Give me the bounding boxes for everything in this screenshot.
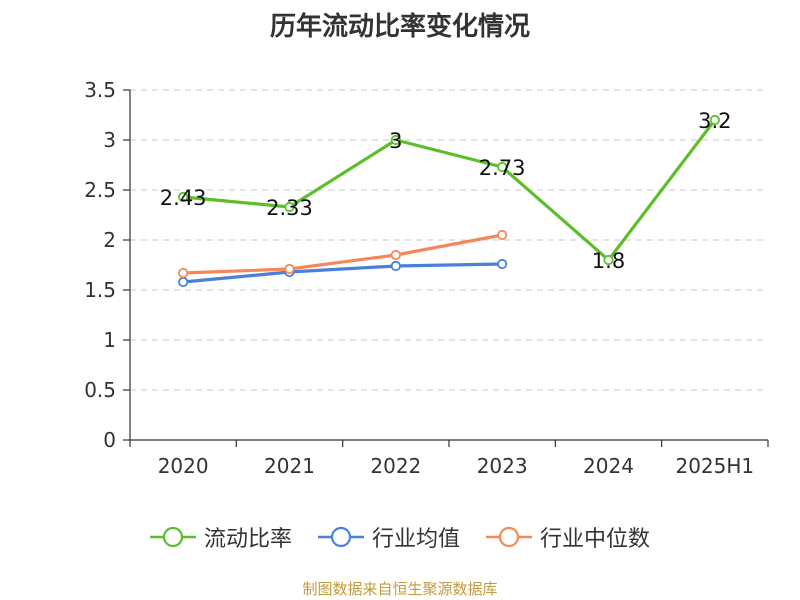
series-layer [178, 114, 720, 288]
series-line-1 [181, 262, 504, 284]
y-tick-label: 0.5 [84, 378, 116, 402]
data-label: 3.2 [698, 109, 731, 133]
data-point [709, 114, 720, 126]
x-tick-label: 2024 [583, 454, 634, 478]
legend-label: 行业均值 [371, 527, 460, 552]
y-tick-label: 2.5 [84, 178, 116, 202]
chart-legend: 流动比率 行业均值 行业中位数 [0, 520, 800, 554]
x-tick-label: 2020 [158, 454, 209, 478]
source-footer: 制图数据来自恒生聚源数据库 [302, 580, 498, 598]
data-label: 2.73 [479, 156, 526, 180]
y-tick-label: 1 [103, 328, 116, 352]
y-tick-label: 3.5 [84, 78, 116, 102]
data-label: 2.43 [160, 186, 207, 210]
data-point [178, 191, 189, 203]
legend-item[interactable]: 行业中位数 [486, 521, 650, 553]
legend-item[interactable]: 行业均值 [317, 521, 460, 553]
legend-line-marker-icon [149, 526, 196, 548]
grid-layer [130, 89, 768, 391]
x-tick-label: 2023 [477, 454, 528, 478]
y-tick-label: 0 [103, 428, 116, 452]
data-point [390, 249, 401, 261]
series-line-2 [181, 233, 504, 275]
x-tick-label: 2022 [370, 454, 421, 478]
data-point [390, 134, 401, 146]
line-chart: 0 0.5 1 1.5 2 2.5 3 3.5 2020 2021 2022 2023 2024 2025… [84, 78, 769, 478]
y-tick-label: 2 [103, 228, 116, 252]
legend-line-marker-icon [317, 526, 364, 548]
data-point [178, 276, 189, 288]
legend-line-marker-icon [486, 526, 532, 548]
data-label: 1.8 [592, 249, 625, 273]
legend-item[interactable]: 流动比率 [149, 521, 292, 553]
data-point [603, 254, 614, 266]
data-point [497, 161, 508, 173]
series-line-0 [181, 118, 717, 262]
legend-label: 行业中位数 [540, 527, 651, 552]
data-point [497, 258, 508, 270]
x-tick-label: 2021 [264, 454, 315, 478]
legend-label: 流动比率 [203, 527, 292, 552]
data-label: 2.33 [266, 196, 313, 220]
axis-layer: 0 0.5 1 1.5 2 2.5 3 3.5 2020 2021 2022 2023 2024 2025… [84, 78, 769, 478]
label-layer: 2.43 2.33 3 2.73 1.8 3.2 [160, 109, 732, 273]
data-point [178, 267, 189, 279]
y-tick-label: 1.5 [84, 278, 116, 302]
data-point [284, 263, 295, 275]
x-tick-label: 2025H1 [675, 454, 754, 478]
y-tick-label: 3 [103, 128, 116, 152]
chart-title: 历年流动比率变化情况 [269, 12, 530, 42]
data-point [284, 201, 295, 213]
data-label: 3 [389, 129, 402, 153]
data-point [390, 260, 401, 272]
data-point [497, 229, 508, 241]
